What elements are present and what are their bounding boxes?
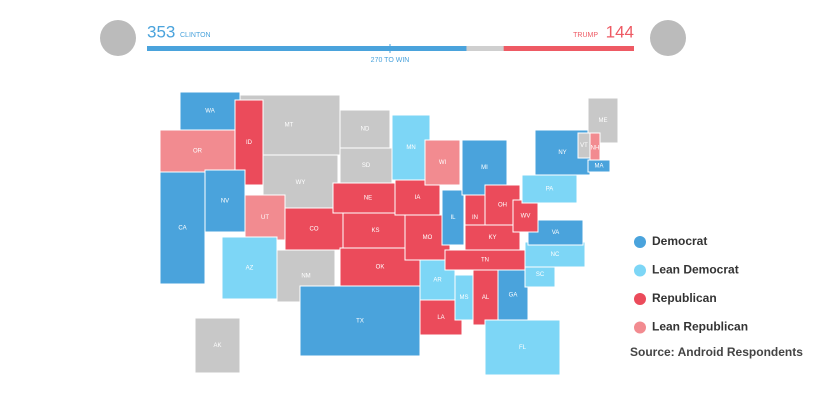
state-label: PA xyxy=(546,187,554,193)
state-label: WY xyxy=(296,180,306,186)
state-label: AL xyxy=(482,295,490,301)
state-label: AK xyxy=(213,343,221,349)
right-progress xyxy=(503,46,634,51)
state xyxy=(244,194,286,241)
state xyxy=(332,182,404,214)
state-label: VT xyxy=(580,143,588,149)
legend-swatch xyxy=(634,293,646,305)
state-label: MI xyxy=(481,165,488,171)
state-label: UT xyxy=(261,215,269,221)
state xyxy=(512,199,539,233)
left-progress xyxy=(147,46,467,51)
state-label: CA xyxy=(178,226,186,232)
candidate-photo xyxy=(100,20,136,56)
state-label: AR xyxy=(433,278,442,284)
state-label: VA xyxy=(552,230,560,236)
state xyxy=(587,159,611,173)
state-label: ND xyxy=(361,127,370,133)
state-label: MA xyxy=(595,164,604,170)
legend-swatch xyxy=(634,321,646,334)
state xyxy=(391,114,431,181)
source: Source: Android Respondents xyxy=(630,345,803,359)
legend-label: Democrat xyxy=(652,234,707,248)
state-label: FL xyxy=(519,345,527,351)
state xyxy=(521,174,578,204)
state-label: WV xyxy=(521,214,531,220)
state-label: OH xyxy=(498,203,507,209)
state-label: TX xyxy=(356,319,364,325)
state xyxy=(484,319,561,376)
state-label: MO xyxy=(423,235,433,241)
candidate-photo xyxy=(650,20,686,56)
state-label: AZ xyxy=(246,266,254,272)
state xyxy=(464,224,521,251)
legend-swatch xyxy=(634,264,646,277)
state-label: NM xyxy=(301,274,310,280)
state-label: MT xyxy=(285,123,294,129)
state xyxy=(299,285,421,357)
state-label: MN xyxy=(406,145,415,151)
state-label: MS xyxy=(460,295,469,301)
state xyxy=(441,189,465,246)
state-label: KY xyxy=(488,235,496,241)
state-label: LA xyxy=(437,315,444,321)
legend-label: Republican xyxy=(652,291,717,305)
legend-label: Lean Republican xyxy=(652,320,748,334)
state-label: NV xyxy=(221,199,229,205)
state-label: NH xyxy=(591,146,600,152)
left-votes: 353 xyxy=(147,22,175,41)
state-label: WA xyxy=(205,109,214,115)
state-label: GA xyxy=(509,293,518,299)
state-label: WI xyxy=(439,160,447,166)
state xyxy=(497,269,529,321)
state-label: IL xyxy=(450,215,456,221)
state xyxy=(159,171,206,285)
state-label: SC xyxy=(536,272,545,278)
state-label: ME xyxy=(599,118,608,124)
state-label: IN xyxy=(472,215,478,221)
state-label: IA xyxy=(415,195,421,201)
state xyxy=(424,139,461,186)
state-label: NC xyxy=(551,252,560,258)
right-name: TRUMP xyxy=(573,32,598,39)
state xyxy=(204,169,246,233)
state-label: KS xyxy=(371,228,379,234)
state xyxy=(179,91,241,131)
state-label: NY xyxy=(558,150,566,156)
state-label: ID xyxy=(246,140,253,146)
left-name: CLINTON xyxy=(180,32,211,39)
legend-swatch xyxy=(634,236,646,248)
state xyxy=(194,317,241,374)
state-label: TN xyxy=(481,258,489,264)
right-votes: 144 xyxy=(606,22,634,41)
state xyxy=(339,109,391,149)
state xyxy=(221,236,278,300)
state-label: SD xyxy=(362,163,371,169)
legend-label: Lean Democrat xyxy=(652,263,739,277)
state xyxy=(342,212,409,249)
state-label: CO xyxy=(310,227,319,233)
state-label: OK xyxy=(376,265,385,271)
state xyxy=(234,99,264,186)
threshold-label: 270 TO WIN xyxy=(371,57,410,64)
state-label: OR xyxy=(193,149,203,155)
state-label: NE xyxy=(364,196,372,202)
